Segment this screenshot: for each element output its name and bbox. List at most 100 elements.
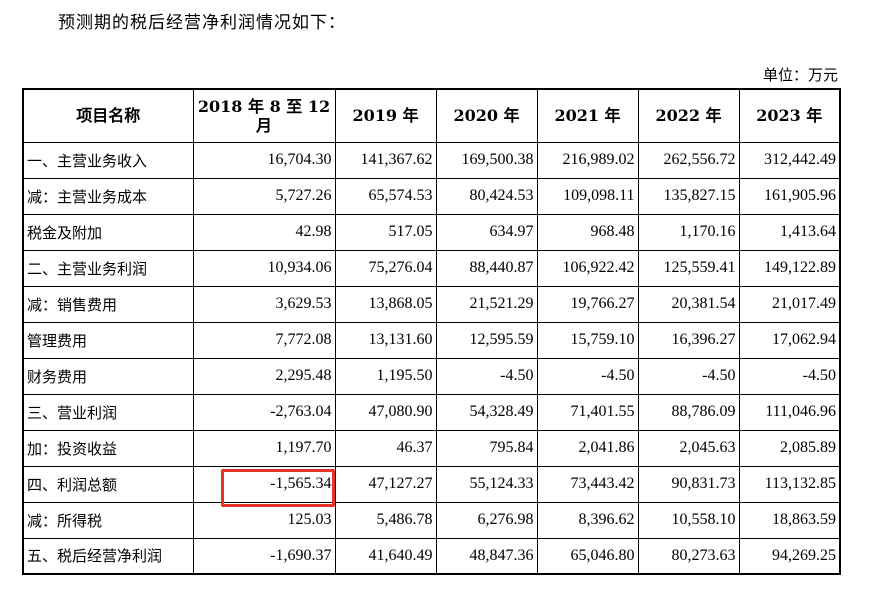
value-cell: 80,424.53 [435,177,538,215]
value-cell: 41,640.49 [334,537,437,575]
value-cell: 48,847.36 [435,537,538,575]
row-label: 减：销售费用 [22,285,194,323]
row-label: 管理费用 [22,321,194,359]
row-label: 减：所得税 [22,501,194,539]
value-cell: 90,831.73 [637,465,740,503]
highlight-box [221,469,335,507]
table-row: 财务费用 2,295.48 1,195.50 -4.50 -4.50 -4.50 -4.50 [22,357,841,395]
value-cell: 2,041.86 [536,429,639,467]
value-cell: 149,122.89 [738,249,841,287]
value-cell: 517.05 [334,213,437,251]
value-cell: 113,132.85 [738,465,841,503]
header-2022: 2022 年 [637,88,740,143]
value-cell: 8,396.62 [536,501,639,539]
value-cell: 75,276.04 [334,249,437,287]
value-cell: 1,413.64 [738,213,841,251]
value-cell: 88,440.87 [435,249,538,287]
table-row: 三、营业利润 -2,763.04 47,080.90 54,328.49 71,401.… [22,393,841,431]
header-2018: 2018 年 8 至 12 月 [192,88,336,143]
header-item-name: 项目名称 [22,88,194,143]
value-cell: 125,559.41 [637,249,740,287]
table-row: 减：所得税 125.03 5,486.78 6,276.98 8,396.62 10,55… [22,501,841,539]
row-label: 五、税后经营净利润 [22,537,194,575]
value-cell: 18,863.59 [738,501,841,539]
value-cell: 111,046.96 [738,393,841,431]
value-cell: 65,574.53 [334,177,437,215]
value-cell: 312,442.49 [738,141,841,179]
header-2021: 2021 年 [536,88,639,143]
value-cell: 1,195.50 [334,357,437,395]
value-cell: 161,905.96 [738,177,841,215]
value-cell: 80,273.63 [637,537,740,575]
value-cell: 216,989.02 [536,141,639,179]
value-cell: 21,521.29 [435,285,538,323]
value-cell: 16,396.27 [637,321,740,359]
row-label: 一、主营业务收入 [22,141,194,179]
value-cell: 17,062.94 [738,321,841,359]
value-cell: 46.37 [334,429,437,467]
value-cell: 10,934.06 [192,249,336,287]
value-cell: -4.50 [536,357,639,395]
value-cell: 795.84 [435,429,538,467]
value-cell: 1,170.16 [637,213,740,251]
value-cell: 6,276.98 [435,501,538,539]
table-row: 减：销售费用 3,629.53 13,868.05 21,521.29 19,766.2… [22,285,841,323]
value-cell: 16,704.30 [192,141,336,179]
value-cell: 169,500.38 [435,141,538,179]
header-2020: 2020 年 [435,88,538,143]
value-cell: 47,127.27 [334,465,437,503]
value-cell: 106,922.42 [536,249,639,287]
value-cell: 1,197.70 [192,429,336,467]
profit-forecast-table: 项目名称 2018 年 8 至 12 月 2019 年 2020 年 2021 … [22,88,841,575]
value-cell: 54,328.49 [435,393,538,431]
table-row: 减：主营业务成本 5,727.26 65,574.53 80,424.53 109,09… [22,177,841,215]
value-cell: 94,269.25 [738,537,841,575]
value-cell: -4.50 [637,357,740,395]
value-cell: 125.03 [192,501,336,539]
value-cell: -4.50 [435,357,538,395]
table-row: 加：投资收益 1,197.70 46.37 795.84 2,041.86 2,045.6… [22,429,841,467]
value-cell: 21,017.49 [738,285,841,323]
value-cell: 13,131.60 [334,321,437,359]
table-header-row: 项目名称 2018 年 8 至 12 月 2019 年 2020 年 2021 … [22,88,841,143]
value-cell: -2,763.04 [192,393,336,431]
value-cell: 7,772.08 [192,321,336,359]
value-cell: 5,486.78 [334,501,437,539]
value-cell: 3,629.53 [192,285,336,323]
value-cell: 135,827.15 [637,177,740,215]
table-row: 管理费用 7,772.08 13,131.60 12,595.59 15,759.10 1… [22,321,841,359]
value-cell: -1,690.37 [192,537,336,575]
value-cell: 65,046.80 [536,537,639,575]
value-cell: 55,124.33 [435,465,538,503]
value-cell: 73,443.42 [536,465,639,503]
row-label: 财务费用 [22,357,194,395]
row-label: 减：主营业务成本 [22,177,194,215]
value-cell: 2,295.48 [192,357,336,395]
value-cell: 141,367.62 [334,141,437,179]
row-label: 四、利润总额 [22,465,194,503]
value-cell: 42.98 [192,213,336,251]
value-cell: 2,085.89 [738,429,841,467]
value-cell: 5,727.26 [192,177,336,215]
value-cell: 10,558.10 [637,501,740,539]
value-cell: 15,759.10 [536,321,639,359]
value-cell: -4.50 [738,357,841,395]
row-label: 税金及附加 [22,213,194,251]
table-row: 二、主营业务利润 10,934.06 75,276.04 88,440.87 106,9… [22,249,841,287]
row-label: 二、主营业务利润 [22,249,194,287]
value-cell: 20,381.54 [637,285,740,323]
table-row: 五、税后经营净利润 -1,690.37 41,640.49 48,847.36 65,0… [22,537,841,575]
value-cell: 109,098.11 [536,177,639,215]
intro-text: 预测期的税后经营净利润情况如下： [58,13,346,33]
table-row: 税金及附加 42.98 517.05 634.97 968.48 1,170.16 1,41… [22,213,841,251]
row-label: 三、营业利润 [22,393,194,431]
value-cell: 262,556.72 [637,141,740,179]
value-cell: 2,045.63 [637,429,740,467]
table-row: 四、利润总额 -1,565.34 47,127.27 55,124.33 73,443.… [22,465,841,503]
value-cell: 12,595.59 [435,321,538,359]
table-row: 一、主营业务收入 16,704.30 141,367.62 169,500.38 216… [22,141,841,179]
unit-label: 单位：万元 [762,66,838,84]
value-cell: 634.97 [435,213,538,251]
value-cell: 88,786.09 [637,393,740,431]
value-cell: 47,080.90 [334,393,437,431]
